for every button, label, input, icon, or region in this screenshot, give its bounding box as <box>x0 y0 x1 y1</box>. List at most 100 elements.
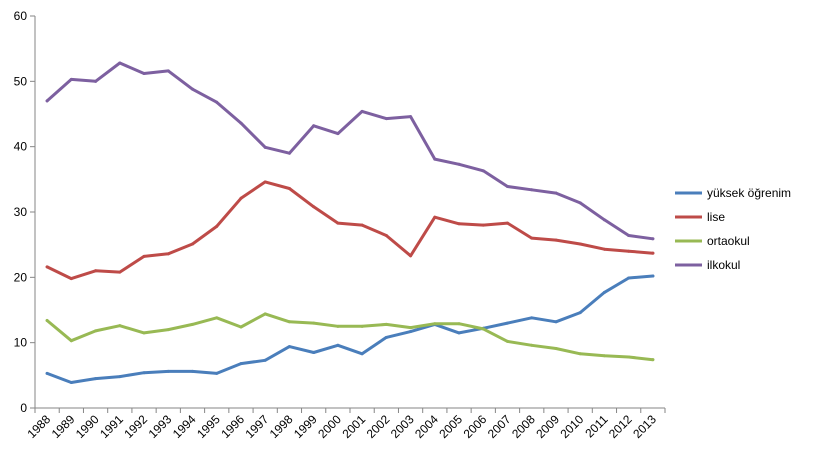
series-0 <box>45 274 655 385</box>
legend-label: yüksek öğrenim <box>707 186 791 200</box>
data-point <box>45 371 49 375</box>
data-point <box>457 331 461 335</box>
data-point <box>287 151 291 155</box>
y-tick-label: 20 <box>14 270 28 284</box>
data-point <box>481 223 485 227</box>
legend: yüksek öğrenim lise ortaokul ilkokul <box>675 186 791 272</box>
data-point <box>312 124 316 128</box>
legend-item: yüksek öğrenim <box>675 186 791 200</box>
data-point <box>142 71 146 75</box>
data-point <box>409 115 413 119</box>
data-point <box>69 277 73 281</box>
x-tick-label: 2004 <box>412 412 441 441</box>
data-point <box>602 247 606 251</box>
data-point <box>360 223 364 227</box>
x-tick-label: 1994 <box>170 412 199 441</box>
data-point <box>69 77 73 81</box>
data-point <box>409 254 413 258</box>
data-point <box>239 325 243 329</box>
data-point <box>191 87 194 91</box>
data-point <box>336 324 340 328</box>
x-tick-label: 2000 <box>315 412 344 441</box>
data-point <box>530 236 534 240</box>
data-point <box>215 100 219 104</box>
data-point <box>457 322 461 326</box>
data-point <box>312 350 316 354</box>
data-point <box>651 251 655 255</box>
data-point <box>263 358 267 362</box>
data-point <box>554 238 558 242</box>
data-point <box>94 269 98 273</box>
data-point <box>433 215 437 219</box>
series-line <box>45 61 655 241</box>
data-point <box>94 329 98 333</box>
data-point <box>118 324 122 328</box>
legend-item: ortaokul <box>675 234 750 248</box>
y-tick-label: 50 <box>14 74 28 88</box>
data-point <box>215 371 219 375</box>
data-point <box>578 311 582 315</box>
data-point <box>166 328 170 332</box>
y-tick-label: 0 <box>20 401 27 415</box>
legend-label: lise <box>707 210 725 224</box>
data-point <box>263 312 267 316</box>
x-tick-label: 2005 <box>436 412 465 441</box>
data-point <box>142 371 146 375</box>
x-tick-label: 2002 <box>364 412 393 441</box>
data-point <box>191 322 194 326</box>
data-point <box>457 222 461 226</box>
x-tick-label: 2003 <box>388 412 417 441</box>
series-line <box>45 274 655 384</box>
data-point <box>360 109 364 113</box>
data-point <box>651 274 655 278</box>
data-point <box>481 327 485 331</box>
data-point <box>651 358 655 362</box>
series-line <box>45 180 655 281</box>
data-point <box>506 221 509 225</box>
data-point <box>45 318 49 322</box>
y-axis: 0 10 20 30 40 50 60 <box>14 9 36 415</box>
data-point <box>530 316 534 320</box>
data-point <box>554 191 558 195</box>
data-point <box>215 316 219 320</box>
series-2 <box>45 312 655 362</box>
data-point <box>578 201 582 205</box>
data-point <box>166 69 170 73</box>
data-point <box>506 339 509 343</box>
y-tick-label: 10 <box>14 336 28 350</box>
data-point <box>166 369 170 373</box>
data-point <box>166 252 170 256</box>
x-tick-label: 2011 <box>582 412 610 440</box>
x-tick-label: 1989 <box>49 412 78 441</box>
data-point <box>215 224 219 228</box>
data-point <box>191 369 194 373</box>
data-point <box>118 375 122 379</box>
data-point <box>554 347 558 351</box>
data-point <box>578 242 582 246</box>
data-point <box>506 321 509 325</box>
data-point <box>627 276 631 280</box>
x-tick-label: 1990 <box>73 412 102 441</box>
data-point <box>627 249 631 253</box>
data-point <box>118 61 122 65</box>
x-tick-label: 2013 <box>630 412 659 441</box>
x-tick-label: 2001 <box>339 412 368 441</box>
data-point <box>360 324 364 328</box>
data-point <box>142 254 146 258</box>
data-point <box>263 145 267 149</box>
data-point <box>384 117 388 121</box>
data-point <box>118 270 122 274</box>
data-point <box>651 237 655 241</box>
series-3 <box>45 61 655 241</box>
data-point <box>530 188 534 192</box>
series-1 <box>45 180 655 281</box>
x-tick-label: 2007 <box>485 412 514 441</box>
data-point <box>239 121 243 125</box>
legend-label: ortaokul <box>707 234 750 248</box>
data-point <box>239 362 243 366</box>
data-point <box>627 234 631 238</box>
legend-label: ilkokul <box>707 258 740 272</box>
data-point <box>384 335 388 339</box>
data-point <box>602 354 606 358</box>
